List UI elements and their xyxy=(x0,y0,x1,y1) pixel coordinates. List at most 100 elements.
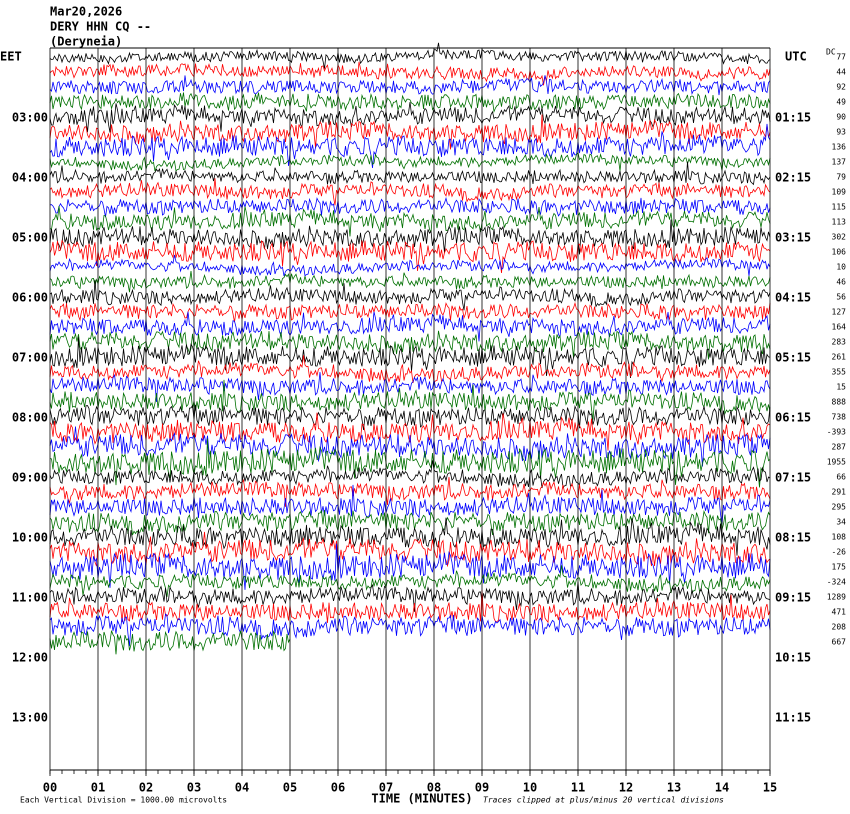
x-tick-label: 13 xyxy=(667,781,681,795)
dc-offset: 471 xyxy=(832,608,847,617)
clip-note: Traces clipped at plus/minus 20 vertical… xyxy=(483,796,724,805)
right-time-label: 01:15 xyxy=(775,111,811,125)
dc-offset: -324 xyxy=(827,578,846,587)
dc-offset: 44 xyxy=(836,68,846,77)
right-time-label: 06:15 xyxy=(775,411,811,425)
left-time-label: 10:00 xyxy=(12,531,48,545)
x-axis-title: TIME (MINUTES) xyxy=(371,792,472,806)
x-tick-label: 12 xyxy=(619,781,633,795)
dc-offset: 667 xyxy=(832,638,847,647)
left-time-label: 07:00 xyxy=(12,351,48,365)
x-tick-label: 08 xyxy=(427,781,441,795)
dc-offset: 10 xyxy=(836,263,846,272)
trace xyxy=(49,271,771,293)
trace xyxy=(49,438,771,488)
right-axis-title: UTC xyxy=(785,50,807,64)
location: (Deryneia) xyxy=(50,35,122,49)
trace xyxy=(49,75,771,96)
trace xyxy=(49,219,771,255)
trace xyxy=(49,42,771,69)
trace xyxy=(49,543,771,590)
x-tick-label: 14 xyxy=(715,781,729,795)
x-tick-label: 02 xyxy=(139,781,153,795)
left-axis-title: EET xyxy=(0,50,22,64)
dc-offset: 136 xyxy=(832,143,847,152)
dc-offset: 291 xyxy=(832,488,847,497)
dc-offset: 106 xyxy=(832,248,847,257)
trace xyxy=(49,301,771,323)
dc-offset: 283 xyxy=(832,338,847,347)
trace xyxy=(49,613,771,647)
dc-offset: 56 xyxy=(836,293,846,302)
trace xyxy=(49,372,771,403)
dc-offset: 175 xyxy=(832,563,847,572)
trace xyxy=(49,484,771,525)
trace xyxy=(49,337,771,378)
left-time-label: 05:00 xyxy=(12,231,48,245)
trace xyxy=(49,379,771,420)
station: DERY HHN CQ -- xyxy=(50,20,151,34)
dc-offset: 66 xyxy=(836,473,846,482)
left-time-label: 13:00 xyxy=(12,711,48,725)
trace xyxy=(49,61,771,86)
dc-offset: 208 xyxy=(832,623,847,632)
trace xyxy=(49,565,771,597)
left-time-label: 11:00 xyxy=(12,591,48,605)
trace xyxy=(49,279,771,311)
dc-offset: 90 xyxy=(836,113,846,122)
trace xyxy=(49,196,771,218)
dc-offset: 77 xyxy=(836,53,846,62)
dc-offset: 109 xyxy=(832,188,847,197)
right-time-label: 04:15 xyxy=(775,291,811,305)
dc-offset: 127 xyxy=(832,308,847,317)
right-time-label: 03:15 xyxy=(775,231,811,245)
dc-offset: 164 xyxy=(832,323,847,332)
left-time-label: 06:00 xyxy=(12,291,48,305)
trace xyxy=(49,589,771,624)
dc-offset: 34 xyxy=(836,518,846,527)
trace xyxy=(49,426,771,467)
dc-offset: 49 xyxy=(836,98,846,107)
dc-offset: 108 xyxy=(832,533,847,542)
left-time-label: 08:00 xyxy=(12,411,48,425)
dc-offset: 113 xyxy=(832,218,847,227)
dc-offset: 738 xyxy=(832,413,847,422)
trace xyxy=(49,151,771,172)
dc-offset: 137 xyxy=(832,158,847,167)
x-tick-label: 03 xyxy=(187,781,201,795)
dc-offset: -26 xyxy=(832,548,847,557)
left-time-label: 12:00 xyxy=(12,651,48,665)
x-tick-label: 01 xyxy=(91,781,105,795)
dc-offset: 295 xyxy=(832,503,847,512)
scale-note: Each Vertical Division = 1000.00 microvo… xyxy=(20,796,227,805)
trace xyxy=(49,630,291,655)
trace xyxy=(49,178,771,206)
dc-offset: 261 xyxy=(832,353,847,362)
trace xyxy=(49,509,771,536)
trace xyxy=(49,404,771,431)
x-tick-label: 15 xyxy=(763,781,777,795)
left-time-label: 09:00 xyxy=(12,471,48,485)
trace xyxy=(49,123,771,169)
dc-offset: 287 xyxy=(832,443,847,452)
dc-offset: 355 xyxy=(832,368,847,377)
trace xyxy=(49,114,771,150)
trace xyxy=(49,92,771,114)
right-time-label: 05:15 xyxy=(775,351,811,365)
x-tick-label: 06 xyxy=(331,781,345,795)
x-tick-label: 10 xyxy=(523,781,537,795)
dc-offset: 93 xyxy=(836,128,846,137)
left-time-label: 03:00 xyxy=(12,111,48,125)
right-time-label: 02:15 xyxy=(775,171,811,185)
right-time-label: 07:15 xyxy=(775,471,811,485)
date: Mar20,2026 xyxy=(50,5,122,19)
trace xyxy=(49,517,771,556)
trace xyxy=(49,477,771,507)
dc-offset: 302 xyxy=(832,233,847,242)
right-time-label: 11:15 xyxy=(775,711,811,725)
trace xyxy=(49,205,771,237)
right-time-label: 10:15 xyxy=(775,651,811,665)
x-tick-label: 07 xyxy=(379,781,393,795)
dc-title: DC xyxy=(826,48,836,57)
